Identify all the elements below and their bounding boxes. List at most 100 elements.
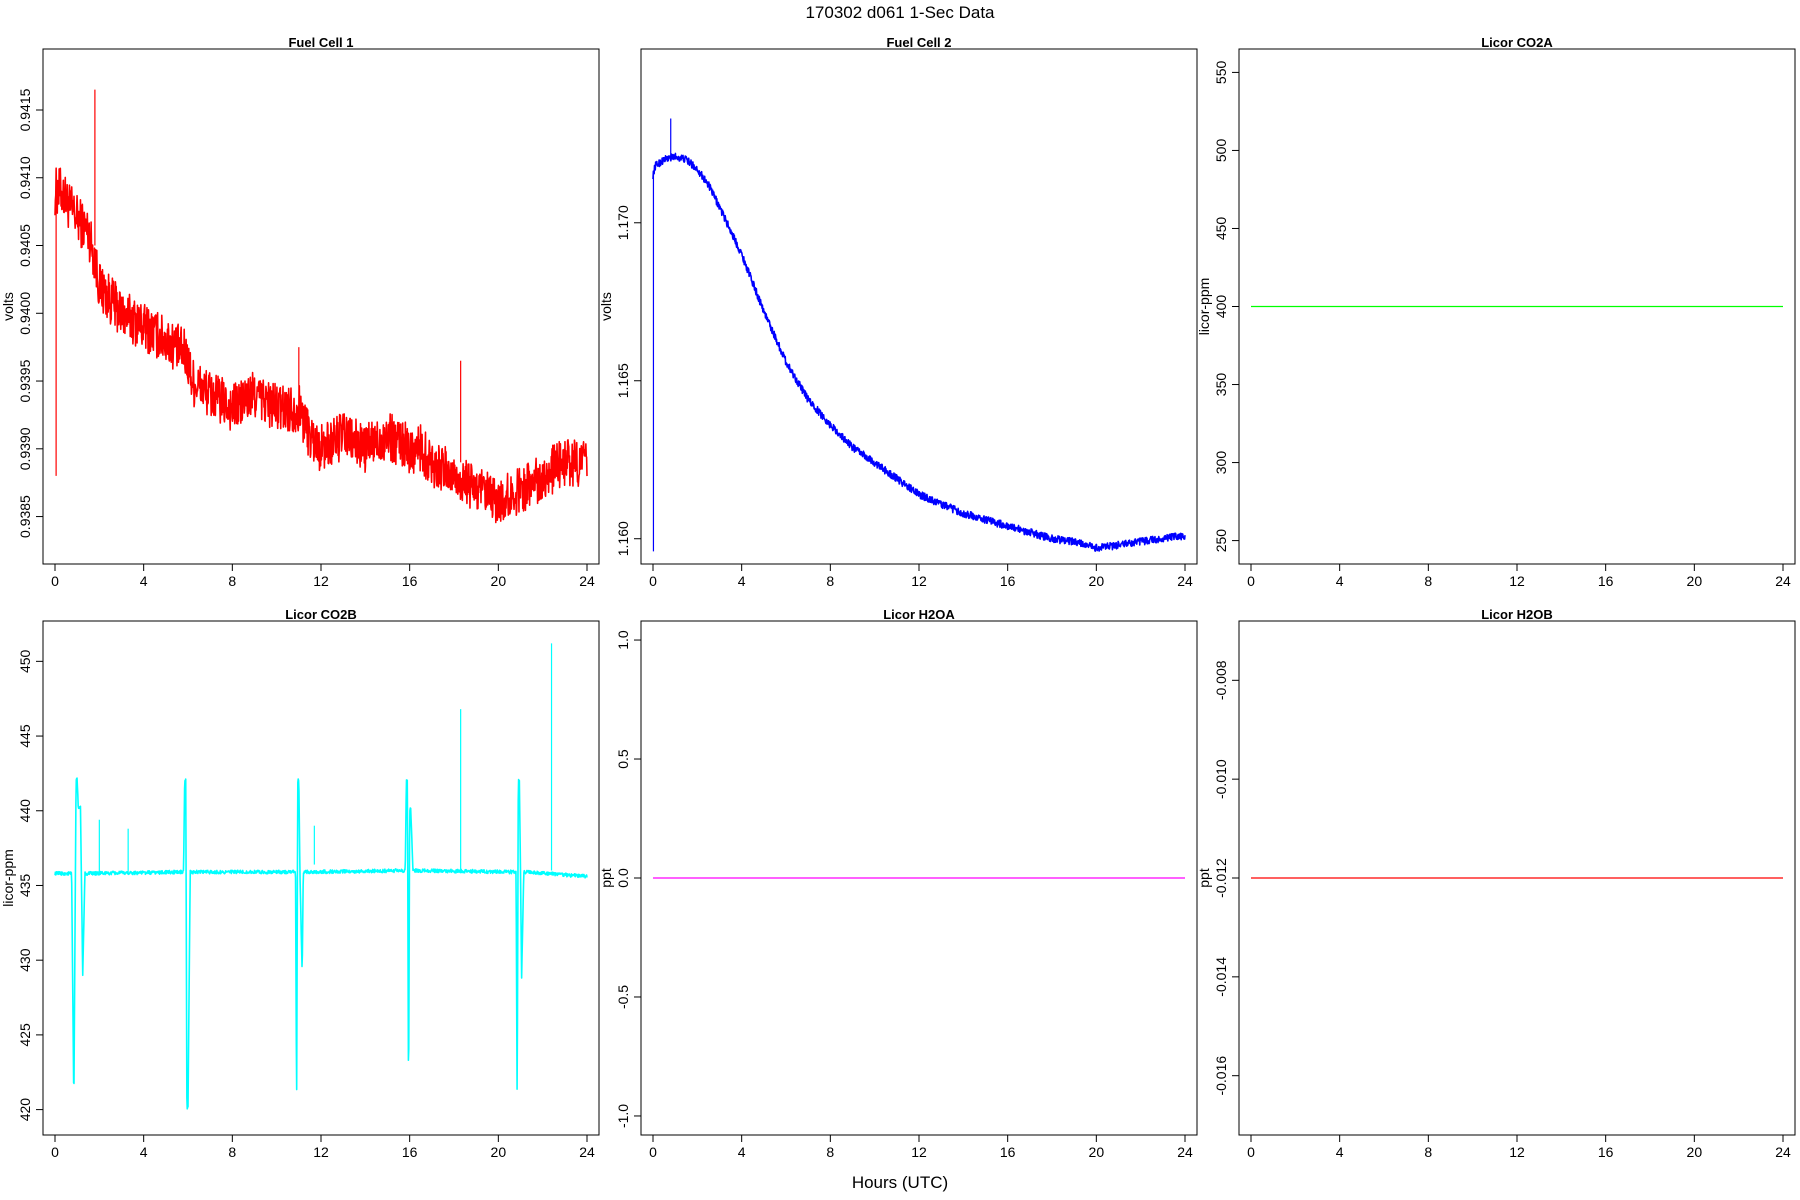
x-tick-label: 12	[1509, 1144, 1525, 1160]
y-tick-label: 350	[1213, 373, 1229, 397]
x-tick-label: 16	[1598, 1144, 1614, 1160]
x-tick-label: 0	[1247, 1144, 1255, 1160]
x-tick-label: 20	[1687, 1144, 1703, 1160]
y-tick-label: 420	[17, 1098, 33, 1122]
y-tick-label: 440	[17, 799, 33, 823]
series-line	[652, 152, 1186, 552]
y-tick-label: -1.0	[615, 1104, 631, 1128]
y-tick-label: 450	[17, 649, 33, 673]
y-tick-label: 0.9385	[17, 495, 33, 538]
y-tick-label: 500	[1213, 139, 1229, 163]
panel-title: Fuel Cell 1	[288, 35, 353, 50]
x-tick-label: 24	[579, 1144, 595, 1160]
y-axis-label: volts	[0, 292, 16, 321]
x-tick-label: 4	[738, 573, 746, 589]
x-tick-label: 8	[1424, 1144, 1432, 1160]
x-tick-label: 16	[402, 573, 418, 589]
y-tick-label: 1.170	[615, 205, 631, 240]
y-tick-label: 1.165	[615, 363, 631, 398]
panel-title: Licor CO2B	[285, 607, 357, 622]
x-tick-label: 4	[1336, 1144, 1344, 1160]
panel-title: Fuel Cell 2	[886, 35, 951, 50]
x-tick-label: 0	[51, 1144, 59, 1160]
panel-5: Licor H2OA ppt 0 4 8 12 16 20 24 -1.0 -0.5 0.0 0.5 1.…	[598, 607, 1198, 1160]
y-axis-label: licor-ppm	[1196, 278, 1212, 336]
x-tick-label: 16	[1000, 573, 1016, 589]
x-tick-label: 12	[313, 1144, 329, 1160]
x-tick-label: 4	[140, 1144, 148, 1160]
y-tick-label: 0.9405	[17, 224, 33, 267]
x-tick-label: 12	[1509, 573, 1525, 589]
panels: Fuel Cell 1 volts 0 4 8 12 16 20 24 0.9385 0.9390 0…	[0, 35, 1796, 1160]
x-tick-label: 0	[649, 573, 657, 589]
y-tick-label: 0.0	[615, 868, 631, 888]
x-tick-label: 16	[1000, 1144, 1016, 1160]
y-tick-label: 0.9395	[17, 359, 33, 402]
y-tick-label: -0.012	[1213, 858, 1229, 898]
y-tick-label: -0.014	[1213, 957, 1229, 997]
x-tick-label: 8	[826, 1144, 834, 1160]
x-tick-label: 24	[1177, 573, 1193, 589]
y-tick-label: 435	[17, 874, 33, 898]
x-tick-label: 8	[1424, 573, 1432, 589]
panel-title: Licor CO2A	[1481, 35, 1553, 50]
y-tick-label: 1.0	[615, 630, 631, 650]
y-axis-label: volts	[598, 292, 614, 321]
x-tick-label: 4	[1336, 573, 1344, 589]
y-tick-label: -0.010	[1213, 759, 1229, 799]
x-tick-label: 8	[228, 573, 236, 589]
x-tick-label: 20	[491, 573, 507, 589]
x-tick-label: 4	[738, 1144, 746, 1160]
x-tick-label: 0	[1247, 573, 1255, 589]
x-tick-label: 8	[826, 573, 834, 589]
panel-title: Licor H2OB	[1481, 607, 1553, 622]
y-tick-label: 0.5	[615, 749, 631, 769]
panel-2: Fuel Cell 2 volts 0 4 8 12 16 20 24 1.160 1.165 1.1…	[598, 35, 1198, 589]
x-tick-label: 16	[402, 1144, 418, 1160]
panel-1: Fuel Cell 1 volts 0 4 8 12 16 20 24 0.9385 0.9390 0…	[0, 35, 600, 589]
x-tick-label: 20	[1089, 1144, 1105, 1160]
figure-title: 170302 d061 1-Sec Data	[805, 3, 995, 22]
x-tick-label: 0	[51, 573, 59, 589]
x-tick-label: 12	[911, 573, 927, 589]
y-tick-label: 0.9415	[17, 88, 33, 131]
y-tick-label: 450	[1213, 217, 1229, 241]
x-tick-label: 16	[1598, 573, 1614, 589]
y-tick-label: 550	[1213, 61, 1229, 85]
x-tick-label: 0	[649, 1144, 657, 1160]
y-tick-label: 0.9390	[17, 427, 33, 470]
y-tick-label: 425	[17, 1023, 33, 1047]
x-tick-label: 12	[911, 1144, 927, 1160]
y-axis-label: licor-ppm	[0, 849, 16, 907]
y-tick-label: 0.9400	[17, 292, 33, 335]
x-tick-label: 12	[313, 573, 329, 589]
series-line	[54, 777, 588, 1110]
y-tick-label: 445	[17, 724, 33, 748]
x-tick-label: 8	[228, 1144, 236, 1160]
y-tick-label: 1.160	[615, 521, 631, 556]
y-axis-label: ppt	[598, 868, 614, 888]
x-tick-label: 24	[1775, 1144, 1791, 1160]
y-axis-label: ppt	[1196, 868, 1212, 888]
panel-title: Licor H2OA	[883, 607, 955, 622]
y-tick-label: 0.9410	[17, 156, 33, 199]
panel-6: Licor H2OB ppt 0 4 8 12 16 20 24 -0.016 -0.014 -0.0…	[1196, 607, 1796, 1160]
y-tick-label: 300	[1213, 451, 1229, 475]
y-tick-label: 250	[1213, 529, 1229, 553]
x-tick-label: 20	[491, 1144, 507, 1160]
y-tick-label: 400	[1213, 295, 1229, 319]
x-tick-label: 24	[579, 573, 595, 589]
y-tick-label: -0.5	[615, 985, 631, 1009]
x-tick-label: 20	[1687, 573, 1703, 589]
x-tick-label: 24	[1177, 1144, 1193, 1160]
series-line	[54, 167, 588, 524]
x-tick-label: 24	[1775, 573, 1791, 589]
x-axis-label: Hours (UTC)	[852, 1173, 948, 1192]
panel-4: Licor CO2B licor-ppm 0 4 8 12 16 20 24 420 425 430 4…	[0, 607, 600, 1160]
y-tick-label: 430	[17, 948, 33, 972]
x-tick-label: 4	[140, 573, 148, 589]
panel-3: Licor CO2A licor-ppm 0 4 8 12 16 20 24 250 300 350 4…	[1196, 35, 1796, 589]
y-tick-label: -0.008	[1213, 660, 1229, 700]
